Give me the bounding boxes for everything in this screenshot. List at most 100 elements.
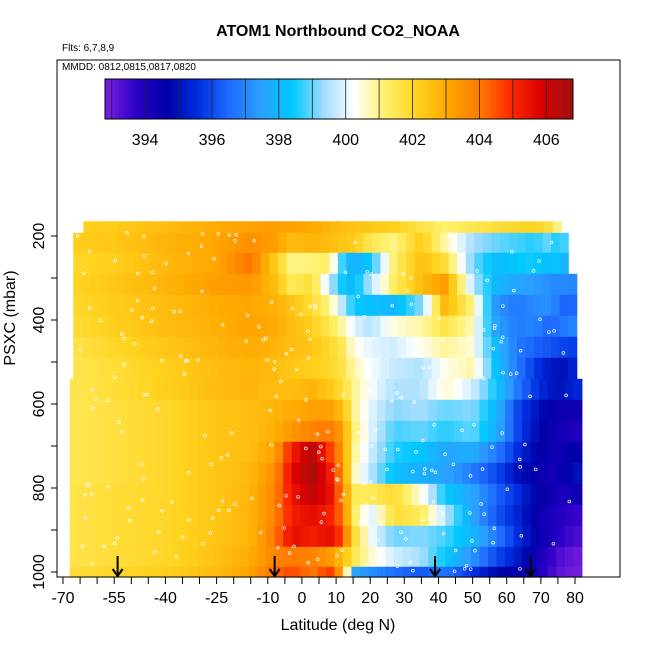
colorbar-swatch	[322, 79, 327, 119]
heatmap-cell	[388, 232, 399, 254]
heatmap-cell	[564, 546, 574, 568]
heatmap-cell	[146, 566, 156, 578]
colorbar-swatch	[516, 79, 521, 119]
observation-point	[227, 508, 231, 513]
colorbar-swatch	[211, 79, 216, 119]
observation-point	[122, 336, 126, 341]
heatmap-cell	[209, 232, 219, 254]
heatmap-cell	[317, 525, 327, 548]
heatmap-cell	[394, 462, 404, 485]
heatmap-cell	[470, 378, 481, 401]
heatmap-cell	[325, 546, 335, 568]
observation-point	[332, 265, 337, 269]
heatmap-cell	[312, 232, 322, 254]
heatmap-cell	[86, 566, 97, 578]
heatmap-cell	[445, 378, 455, 401]
heatmap-cell	[342, 525, 353, 548]
heatmap-cell	[380, 357, 390, 380]
observation-point	[178, 353, 183, 358]
observation-point	[319, 520, 324, 524]
observation-point	[551, 541, 556, 546]
heatmap-cell	[363, 252, 373, 275]
colorbar-swatch	[382, 79, 387, 119]
x-axis: -70 -55 -40 -25 -10 0 10 20 30 40 50 60 70 80	[51, 577, 584, 607]
heatmap-cell	[530, 483, 540, 506]
heatmap-cell	[547, 525, 557, 548]
heatmap-cell	[402, 504, 412, 527]
observation-point	[217, 508, 221, 513]
observation-point	[140, 315, 145, 320]
heatmap-cell	[218, 232, 228, 254]
heatmap-cell	[283, 504, 293, 527]
heatmap-cell	[334, 378, 344, 401]
heatmap-cell	[564, 378, 574, 401]
heatmap-cell	[112, 462, 122, 485]
heatmap-cell	[491, 232, 501, 254]
heatmap-cell	[184, 294, 194, 317]
heatmap-cell	[368, 546, 378, 568]
heatmap-cell	[368, 525, 378, 548]
observation-point	[87, 249, 92, 253]
heatmap-cell	[329, 252, 339, 275]
heatmap-cell	[163, 504, 173, 527]
heatmap-cell	[300, 420, 310, 443]
heatmap-cell	[462, 378, 472, 401]
colorbar-swatch	[115, 79, 119, 119]
heatmap-cell	[522, 546, 532, 568]
heatmap-cell	[184, 273, 194, 296]
heatmap-cell	[551, 336, 561, 359]
observation-point	[106, 484, 110, 489]
heatmap-cell	[231, 441, 242, 464]
heatmap-cell	[448, 357, 458, 380]
observation-point	[533, 467, 538, 472]
observation-point	[505, 487, 510, 492]
heatmap-cell	[189, 566, 199, 578]
heatmap-cell	[329, 232, 339, 254]
heatmap-cell	[487, 441, 498, 464]
heatmap-cell	[308, 462, 318, 485]
heatmap-cell	[286, 357, 296, 380]
heatmap-cell	[172, 378, 182, 401]
heatmap-cell	[252, 294, 262, 317]
y-tick-label: 600	[31, 391, 48, 418]
heatmap-cell	[385, 441, 395, 464]
heatmap-cell	[551, 294, 561, 317]
heatmap-cell	[368, 462, 378, 485]
heatmap-cell	[394, 420, 404, 443]
colorbar-swatch	[282, 79, 287, 119]
observation-point	[113, 375, 117, 379]
observation-point	[567, 499, 572, 504]
heatmap-cell	[411, 546, 421, 568]
heatmap-cell	[445, 399, 455, 422]
heatmap-cell	[428, 399, 438, 422]
heatmap-cell	[129, 399, 139, 422]
heatmap-cell	[406, 252, 416, 275]
heatmap-cell	[573, 420, 583, 443]
observation-point	[265, 358, 269, 362]
heatmap-cell	[249, 566, 259, 578]
observation-point	[209, 462, 213, 467]
heatmap-cell	[423, 294, 433, 317]
observation-point	[421, 438, 425, 443]
colorbar-swatch	[546, 79, 551, 119]
heatmap-cell	[235, 294, 245, 317]
heatmap-cell	[260, 232, 271, 254]
heatmap-cell	[453, 566, 463, 578]
heatmap-cell	[534, 252, 544, 275]
colorbar-swatch	[379, 79, 383, 119]
heatmap-cell	[291, 399, 301, 422]
heatmap-cell	[513, 462, 523, 485]
heatmap-cells	[69, 221, 583, 578]
heatmap-cell	[505, 504, 515, 527]
observation-point	[481, 376, 486, 381]
heatmap-cell	[98, 294, 108, 317]
observation-point	[319, 444, 323, 449]
observation-point	[491, 346, 496, 351]
observation-point	[353, 240, 357, 245]
heatmap-cell	[252, 357, 262, 380]
observation-point	[470, 539, 474, 543]
heatmap-cell	[138, 525, 148, 548]
heatmap-cell	[465, 294, 475, 317]
observation-point	[125, 231, 129, 236]
heatmap-cell	[274, 504, 284, 527]
